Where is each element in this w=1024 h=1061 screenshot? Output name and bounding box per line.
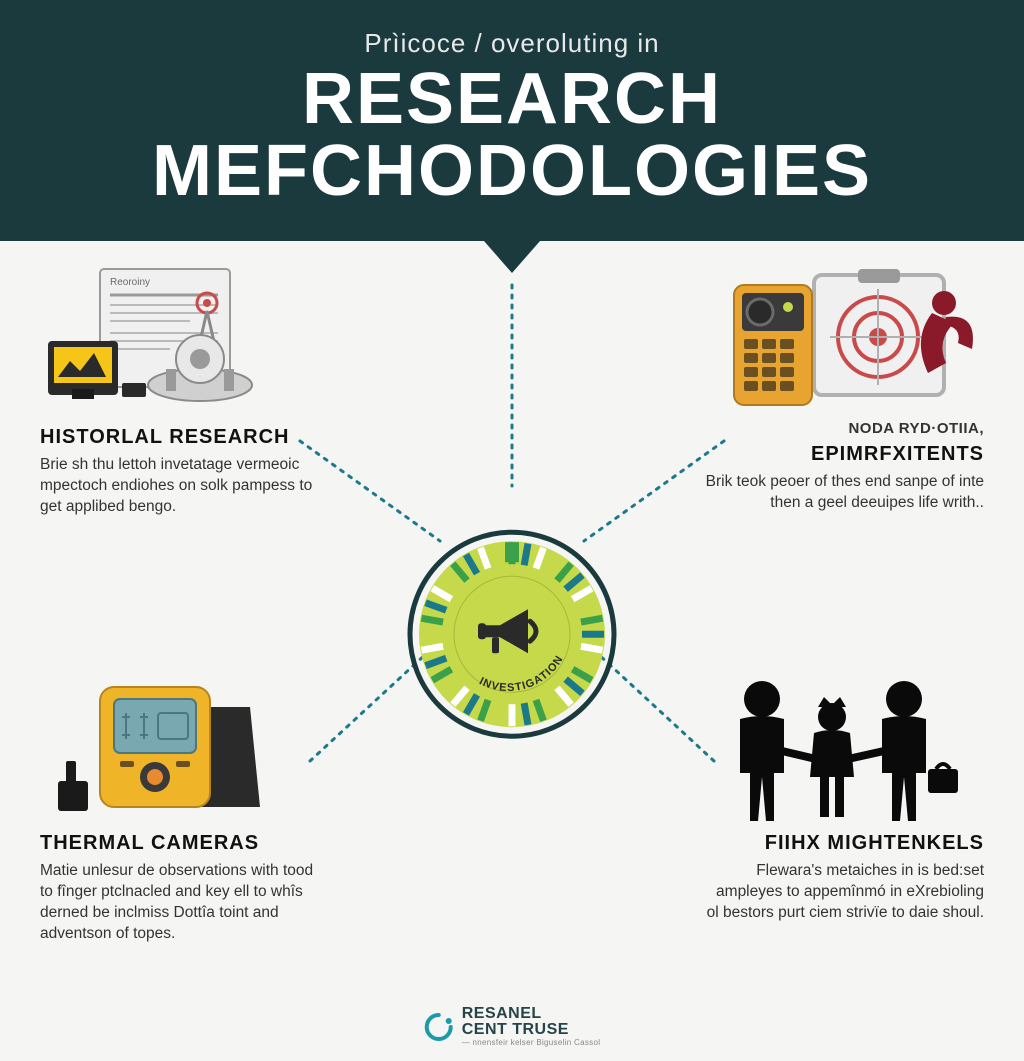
footer-sub: — nnensfeir kelser Biguselin Cassol	[462, 1038, 601, 1047]
content-area: INVESTIGATION Reoroiny	[0, 241, 1024, 1061]
quad-historical-research: Reoroiny	[40, 265, 360, 518]
footer-brand: RESANEL CENT TRUSE — nnensfeir kelser Bi…	[424, 1006, 601, 1047]
header-title: RESEARCH MEFCHODOLOGIES	[20, 63, 1004, 207]
historical-research-icon: Reoroiny	[40, 265, 360, 420]
quad-tl-desc: Brie sh thu lettoh invetatage vermeoic m…	[40, 455, 320, 518]
quad-tr-title: EPIMRFXITENTS	[811, 443, 984, 466]
quad-tr-desc: Brik teok peoer of thes end sanpe of int…	[704, 472, 984, 514]
quad-bl-desc: Matie unlesur de observations with tood …	[40, 861, 320, 945]
people-icon	[664, 671, 984, 826]
brand-logo-icon	[424, 1012, 454, 1042]
medallion-icon: INVESTIGATION	[407, 529, 617, 739]
quad-thermal-cameras: THERMAL CAMERAS Matie unlesur de observa…	[40, 671, 360, 945]
center-medallion: INVESTIGATION	[407, 529, 617, 739]
thermal-camera-icon	[40, 671, 360, 826]
quad-experiments: NODA RYD·ОТIIA, EPIMRFXITENTS Brik teok …	[664, 265, 984, 514]
quad-tr-pretitle: NODA RYD·ОТIIA,	[848, 420, 984, 437]
footer-line1: RESANEL	[462, 1005, 542, 1022]
header-subtitle: Prìicoce / overoluting in	[20, 28, 1004, 59]
svg-text:Reoroiny: Reoroiny	[110, 277, 150, 288]
quad-bl-title: THERMAL CAMERAS	[40, 832, 360, 855]
experiments-icon	[664, 265, 984, 420]
quad-fieldwork: FIIHX MIGHTENKELS Flewara's metaiches in…	[664, 671, 984, 924]
quad-br-title: FIIHX MIGHTENKELS	[765, 832, 984, 855]
header-banner: Prìicoce / overoluting in RESEARCH MEFCH…	[0, 0, 1024, 241]
quad-br-desc: Flewara's metaiches in is bed:set ampley…	[704, 861, 984, 924]
quad-tl-title: HISTORLAL RESEARCH	[40, 426, 360, 449]
